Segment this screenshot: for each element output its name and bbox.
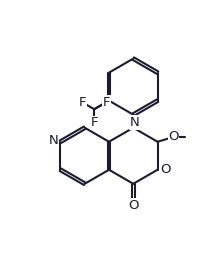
Text: F: F: [102, 96, 110, 109]
Text: F: F: [90, 116, 98, 129]
Text: O: O: [168, 130, 179, 143]
Text: N: N: [48, 134, 58, 147]
Text: N: N: [129, 116, 139, 129]
Text: O: O: [160, 163, 170, 176]
Text: F: F: [78, 96, 86, 109]
Text: O: O: [128, 199, 138, 212]
